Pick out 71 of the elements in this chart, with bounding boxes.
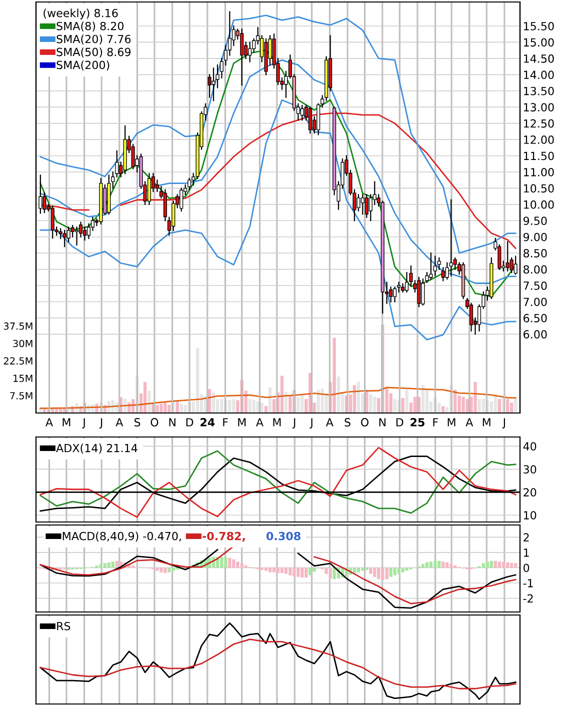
y-tick-label: 13.00 bbox=[524, 103, 554, 112]
y-tick-label: 10 bbox=[524, 511, 536, 520]
x-tick-label: O bbox=[150, 418, 158, 426]
x-tick-label: J bbox=[99, 418, 102, 429]
y-tick-label: 15.50 bbox=[524, 22, 554, 30]
y-tick-label: 7.5M bbox=[10, 392, 32, 400]
legend-label: SMA(8) 8.20 bbox=[56, 22, 124, 32]
x-tick-label: J bbox=[502, 418, 505, 429]
y-tick-label: 12.00 bbox=[524, 136, 554, 144]
y-tick-label: 6.00 bbox=[524, 330, 547, 339]
x-tick-label: S bbox=[134, 418, 140, 426]
x-tick-label: D bbox=[396, 418, 404, 426]
x-tick-label: A bbox=[326, 418, 334, 426]
x-tick-label: M bbox=[448, 418, 456, 426]
y-tick-label: 11.00 bbox=[524, 168, 554, 176]
x-tick-label: J bbox=[292, 418, 296, 429]
legend-label: SMA(50) 8.69 bbox=[56, 48, 131, 58]
legend-label: SMA(200) bbox=[56, 60, 110, 70]
x-tick-label: J bbox=[82, 418, 85, 429]
y-tick-label: 10.00 bbox=[524, 200, 554, 209]
x-tick-label: 24 bbox=[200, 418, 215, 426]
y-tick-label: 15.00 bbox=[524, 38, 554, 47]
legend-label: -0.782, bbox=[202, 532, 245, 542]
x-tick-label: D bbox=[186, 418, 194, 426]
x-tick-label: N bbox=[379, 418, 386, 426]
y-tick-label: -2 bbox=[523, 594, 533, 602]
y-tick-label: 30M bbox=[13, 340, 32, 348]
y-tick-label: 15M bbox=[14, 374, 32, 382]
y-tick-label: 30 bbox=[524, 465, 536, 474]
x-tick-label: F bbox=[223, 418, 228, 426]
x-tick-label: M bbox=[273, 418, 281, 426]
y-tick-label: 13.50 bbox=[524, 86, 554, 96]
legend-label: MACD(8,40,9) -0.470, bbox=[62, 532, 181, 542]
y-tick-label: -1 bbox=[523, 579, 533, 588]
annotation: 0.308 bbox=[266, 532, 300, 540]
y-tick-label: 9.00 bbox=[523, 232, 547, 242]
y-tick-label: 8.50 bbox=[524, 249, 547, 258]
y-tick-label: 7.50 bbox=[524, 281, 547, 290]
x-tick-label: 25 bbox=[410, 418, 424, 426]
x-tick-label: S bbox=[344, 418, 350, 426]
y-tick-label: 8.00 bbox=[524, 265, 547, 274]
x-tick-label: J bbox=[310, 418, 312, 429]
legend-label: SMA(20) 7.76 bbox=[56, 34, 131, 45]
y-tick-label: 1 bbox=[524, 548, 529, 557]
x-tick-label: A bbox=[466, 418, 474, 426]
y-tick-label: 10.50 bbox=[524, 184, 554, 193]
y-tick-label: 37.5M bbox=[4, 322, 32, 330]
y-tick-label: 14.00 bbox=[524, 70, 554, 80]
y-tick-label: 11.50 bbox=[524, 152, 554, 160]
legend-title: (weekly) 8.16 bbox=[44, 8, 118, 20]
x-tick-label: A bbox=[256, 418, 264, 426]
y-tick-label: 2 bbox=[524, 533, 529, 542]
x-tick-label: A bbox=[116, 418, 124, 426]
y-tick-label: 20 bbox=[524, 488, 536, 497]
x-tick-label: O bbox=[361, 418, 369, 426]
x-tick-label: M bbox=[238, 418, 246, 426]
y-tick-label: 7.00 bbox=[524, 298, 547, 306]
x-tick-label: A bbox=[46, 418, 53, 426]
y-tick-label: 12.50 bbox=[524, 119, 554, 128]
y-tick-label: 40 bbox=[523, 442, 536, 451]
x-tick-label: M bbox=[482, 418, 490, 426]
y-tick-label: 0 bbox=[524, 564, 530, 572]
y-tick-label: 9.50 bbox=[523, 216, 547, 226]
y-tick-label: 6.50 bbox=[524, 314, 547, 322]
y-tick-label: 14.50 bbox=[524, 54, 554, 63]
x-tick-label: M bbox=[62, 418, 70, 426]
legend-label: ADX(14) 21.14 bbox=[56, 444, 138, 454]
y-tick-label: 22.5M bbox=[4, 357, 32, 365]
x-tick-label: N bbox=[169, 418, 176, 426]
legend-label: RS bbox=[57, 622, 70, 630]
x-tick-label: F bbox=[433, 418, 438, 426]
